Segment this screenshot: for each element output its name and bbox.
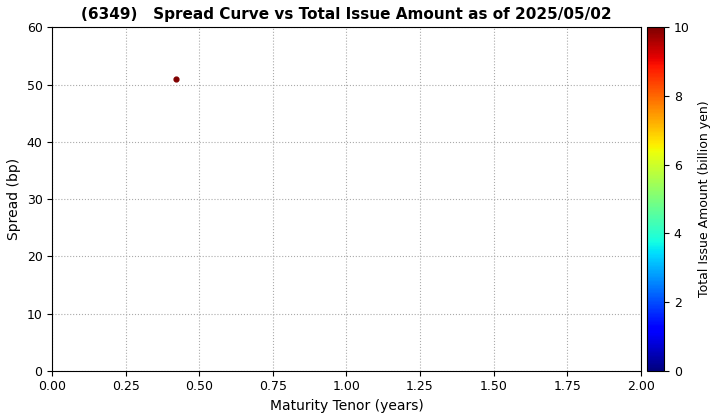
Title: (6349)   Spread Curve vs Total Issue Amount as of 2025/05/02: (6349) Spread Curve vs Total Issue Amoun… (81, 7, 612, 22)
Y-axis label: Total Issue Amount (billion yen): Total Issue Amount (billion yen) (698, 101, 711, 297)
X-axis label: Maturity Tenor (years): Maturity Tenor (years) (269, 399, 423, 413)
Y-axis label: Spread (bp): Spread (bp) (7, 158, 21, 240)
Point (170, 76, 181, 82)
